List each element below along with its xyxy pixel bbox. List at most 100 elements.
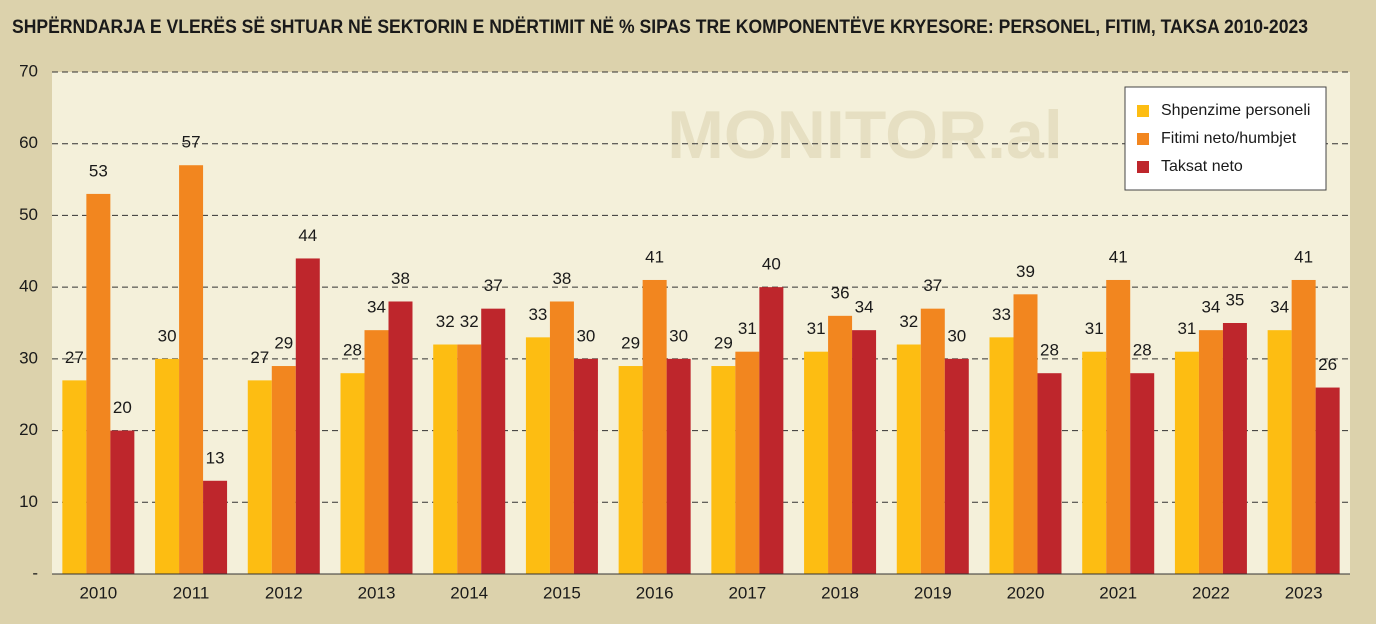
value-label: 40 [762, 255, 781, 274]
legend-label: Fitimi neto/humbjet [1161, 130, 1297, 147]
value-label: 34 [367, 298, 386, 317]
bar [759, 287, 784, 574]
x-tick-label: 2014 [450, 583, 488, 602]
value-label: 31 [738, 319, 757, 338]
bar [364, 330, 389, 574]
value-label: 44 [298, 226, 317, 245]
x-tick-label: 2021 [1099, 583, 1137, 602]
bar [711, 366, 736, 574]
bar [457, 344, 482, 574]
x-tick-label: 2017 [728, 583, 766, 602]
bar [155, 358, 180, 574]
bar [944, 358, 969, 574]
x-tick-label: 2012 [265, 583, 303, 602]
x-tick-label: 2019 [914, 583, 952, 602]
legend-swatch [1137, 105, 1149, 117]
x-tick-label: 2023 [1285, 583, 1323, 602]
value-label: 53 [89, 161, 108, 180]
legend-label: Shpenzime personeli [1161, 102, 1310, 119]
bar [642, 279, 667, 574]
bar [1291, 279, 1316, 574]
x-tick-label: 2015 [543, 583, 581, 602]
bar [666, 358, 691, 574]
bar [1013, 294, 1038, 574]
y-tick-label: 40 [19, 277, 38, 296]
bar [896, 344, 921, 574]
value-label: 30 [158, 326, 177, 345]
value-label: 30 [947, 326, 966, 345]
value-label: 29 [621, 334, 640, 353]
bar [1130, 373, 1155, 574]
chart-title: SHPËRNDARJA E VLERËS SË SHTUAR NË SEKTOR… [12, 17, 1308, 38]
bar [1037, 373, 1062, 574]
bar [1106, 279, 1131, 574]
x-tick-label: 2011 [173, 583, 210, 602]
bar [735, 351, 760, 574]
bar [247, 380, 272, 574]
value-label: 57 [182, 133, 201, 152]
value-label: 29 [714, 334, 733, 353]
value-label: 36 [831, 283, 850, 302]
value-label: 34 [855, 298, 874, 317]
value-label: 28 [1040, 341, 1059, 360]
value-label: 30 [576, 326, 595, 345]
value-label: 34 [1201, 298, 1220, 317]
value-label: 41 [645, 247, 664, 266]
value-label: 27 [65, 348, 84, 367]
bar [804, 351, 829, 574]
watermark: MONITOR.al [667, 97, 1062, 173]
bar [573, 358, 598, 574]
bar [1315, 387, 1340, 574]
legend-swatch [1137, 161, 1149, 173]
bar [86, 193, 111, 574]
x-tick-label: 2010 [79, 583, 117, 602]
value-label: 38 [391, 269, 410, 288]
y-tick-label: 50 [19, 205, 38, 224]
bar [549, 301, 574, 574]
y-tick-label: - [32, 563, 38, 582]
value-label: 29 [274, 334, 293, 353]
value-label: 32 [460, 312, 479, 331]
x-tick-label: 2022 [1192, 583, 1230, 602]
value-label: 39 [1016, 262, 1035, 281]
value-label: 32 [899, 312, 918, 331]
value-label: 28 [1133, 341, 1152, 360]
y-tick-label: 70 [19, 61, 38, 80]
value-label: 38 [552, 269, 571, 288]
value-label: 13 [206, 448, 225, 467]
bar [1198, 330, 1223, 574]
value-label: 31 [807, 319, 826, 338]
value-label: 35 [1225, 290, 1244, 309]
x-tick-label: 2018 [821, 583, 859, 602]
value-label: 30 [669, 326, 688, 345]
bar [433, 344, 458, 574]
legend-box [1124, 86, 1327, 191]
value-label: 37 [923, 276, 942, 295]
x-tick-label: 2020 [1007, 583, 1045, 602]
bar [618, 366, 643, 574]
bar [179, 165, 204, 574]
y-tick-label: 60 [19, 133, 38, 152]
value-label: 26 [1318, 355, 1337, 374]
value-label: 31 [1085, 319, 1104, 338]
bar [110, 430, 135, 574]
bar [340, 373, 365, 574]
value-label: 20 [113, 398, 132, 417]
value-label: 41 [1294, 247, 1313, 266]
bar [295, 258, 320, 574]
bar [828, 315, 853, 574]
value-label: 31 [1177, 319, 1196, 338]
bar [1082, 351, 1107, 574]
bar [1174, 351, 1199, 574]
value-label: 37 [484, 276, 503, 295]
bar [203, 480, 228, 574]
value-label: 28 [343, 341, 362, 360]
bar [920, 308, 945, 574]
y-tick-label: 10 [19, 492, 38, 511]
value-label: 34 [1270, 298, 1289, 317]
value-label: 27 [250, 348, 269, 367]
bar [989, 337, 1014, 574]
x-tick-label: 2013 [358, 583, 396, 602]
bar [1267, 330, 1292, 574]
bar [388, 301, 413, 574]
